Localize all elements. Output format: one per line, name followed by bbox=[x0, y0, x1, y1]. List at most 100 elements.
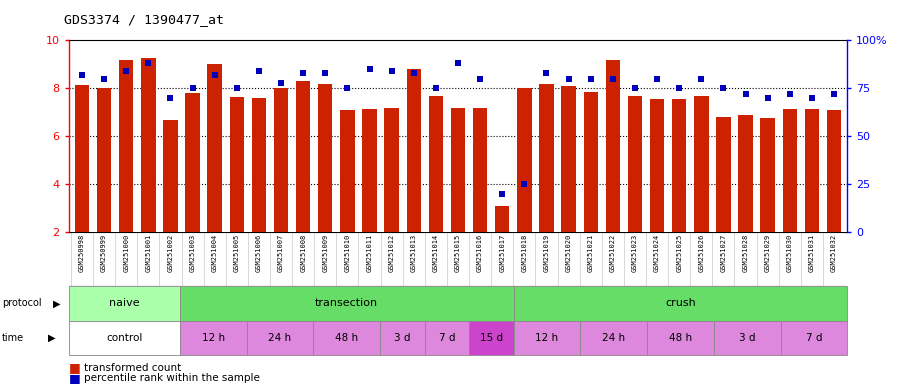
Bar bbox=[69, 321, 180, 355]
Bar bbox=[738, 115, 753, 232]
Bar bbox=[407, 69, 421, 232]
Bar bbox=[69, 286, 180, 321]
Bar bbox=[75, 85, 89, 232]
Bar bbox=[714, 321, 780, 355]
Point bbox=[694, 76, 709, 82]
Point bbox=[804, 95, 819, 101]
Bar bbox=[562, 86, 576, 232]
Point bbox=[119, 68, 134, 74]
Text: 3 d: 3 d bbox=[394, 333, 410, 343]
Text: percentile rank within the sample: percentile rank within the sample bbox=[84, 373, 260, 383]
Text: GSM251016: GSM251016 bbox=[477, 234, 483, 272]
Text: GDS3374 / 1390477_at: GDS3374 / 1390477_at bbox=[64, 13, 224, 26]
Point bbox=[318, 70, 333, 76]
Bar bbox=[514, 286, 847, 321]
Text: control: control bbox=[106, 333, 143, 343]
Bar bbox=[180, 321, 246, 355]
Point bbox=[583, 76, 598, 82]
Bar bbox=[296, 81, 311, 232]
Text: GSM251005: GSM251005 bbox=[234, 234, 240, 272]
Text: GSM251004: GSM251004 bbox=[212, 234, 218, 272]
Point bbox=[627, 85, 642, 91]
Point bbox=[517, 181, 531, 187]
Text: crush: crush bbox=[665, 298, 696, 308]
Point bbox=[385, 68, 399, 74]
Point bbox=[185, 85, 200, 91]
Bar bbox=[385, 108, 398, 232]
Point bbox=[74, 72, 89, 78]
Text: 3 d: 3 d bbox=[739, 333, 756, 343]
Bar bbox=[581, 321, 647, 355]
Text: ■: ■ bbox=[69, 372, 81, 384]
Point bbox=[97, 76, 112, 82]
Bar bbox=[805, 109, 819, 232]
Bar bbox=[208, 64, 222, 232]
Text: 12 h: 12 h bbox=[202, 333, 224, 343]
Text: protocol: protocol bbox=[2, 298, 41, 308]
Point bbox=[429, 85, 443, 91]
Bar bbox=[340, 110, 354, 232]
Text: GSM251029: GSM251029 bbox=[765, 234, 770, 272]
Bar bbox=[380, 321, 425, 355]
Text: GSM251020: GSM251020 bbox=[565, 234, 572, 272]
Text: time: time bbox=[2, 333, 24, 343]
Point bbox=[495, 191, 509, 197]
Text: naive: naive bbox=[109, 298, 139, 308]
Point bbox=[451, 60, 465, 66]
Point bbox=[141, 60, 156, 66]
Bar bbox=[451, 108, 465, 232]
Bar bbox=[782, 109, 797, 232]
Text: GSM251030: GSM251030 bbox=[787, 234, 792, 272]
Bar bbox=[230, 97, 244, 232]
Point bbox=[827, 91, 842, 97]
Bar bbox=[119, 60, 134, 232]
Text: GSM251006: GSM251006 bbox=[256, 234, 262, 272]
Text: GSM251024: GSM251024 bbox=[654, 234, 660, 272]
Point bbox=[738, 91, 753, 97]
Text: 12 h: 12 h bbox=[536, 333, 559, 343]
Text: GSM251032: GSM251032 bbox=[831, 234, 837, 272]
Bar bbox=[274, 88, 289, 232]
Text: 7 d: 7 d bbox=[439, 333, 455, 343]
Point bbox=[562, 76, 576, 82]
Bar bbox=[514, 321, 581, 355]
Text: GSM251025: GSM251025 bbox=[676, 234, 682, 272]
Bar bbox=[605, 60, 620, 232]
Text: GSM251017: GSM251017 bbox=[499, 234, 506, 272]
Text: GSM251021: GSM251021 bbox=[588, 234, 594, 272]
Bar bbox=[518, 88, 531, 232]
Text: GSM251000: GSM251000 bbox=[124, 234, 129, 272]
Text: GSM251019: GSM251019 bbox=[543, 234, 550, 272]
Text: 15 d: 15 d bbox=[480, 333, 503, 343]
Text: GSM251012: GSM251012 bbox=[388, 234, 395, 272]
Text: ▶: ▶ bbox=[53, 298, 60, 308]
Bar bbox=[163, 119, 178, 232]
Text: GSM251023: GSM251023 bbox=[632, 234, 638, 272]
Bar bbox=[429, 96, 443, 232]
Point bbox=[407, 70, 421, 76]
Point bbox=[605, 76, 620, 82]
Text: GSM251010: GSM251010 bbox=[344, 234, 351, 272]
Text: GSM251001: GSM251001 bbox=[146, 234, 151, 272]
Point bbox=[473, 76, 487, 82]
Text: GSM251027: GSM251027 bbox=[720, 234, 726, 272]
Point bbox=[296, 70, 311, 76]
Text: 7 d: 7 d bbox=[806, 333, 823, 343]
Bar bbox=[252, 98, 267, 232]
Text: ■: ■ bbox=[69, 361, 81, 374]
Bar bbox=[141, 58, 156, 232]
Text: GSM251011: GSM251011 bbox=[366, 234, 373, 272]
Point bbox=[782, 91, 797, 97]
Text: GSM251018: GSM251018 bbox=[521, 234, 528, 272]
Bar bbox=[469, 321, 514, 355]
Bar bbox=[363, 109, 376, 232]
Bar bbox=[672, 99, 686, 232]
Bar bbox=[760, 118, 775, 232]
Bar bbox=[649, 99, 664, 232]
Bar bbox=[473, 108, 487, 232]
Text: GSM251003: GSM251003 bbox=[190, 234, 196, 272]
Point bbox=[760, 95, 775, 101]
Bar bbox=[694, 96, 708, 232]
Text: GSM250998: GSM250998 bbox=[79, 234, 85, 272]
Bar bbox=[180, 286, 514, 321]
